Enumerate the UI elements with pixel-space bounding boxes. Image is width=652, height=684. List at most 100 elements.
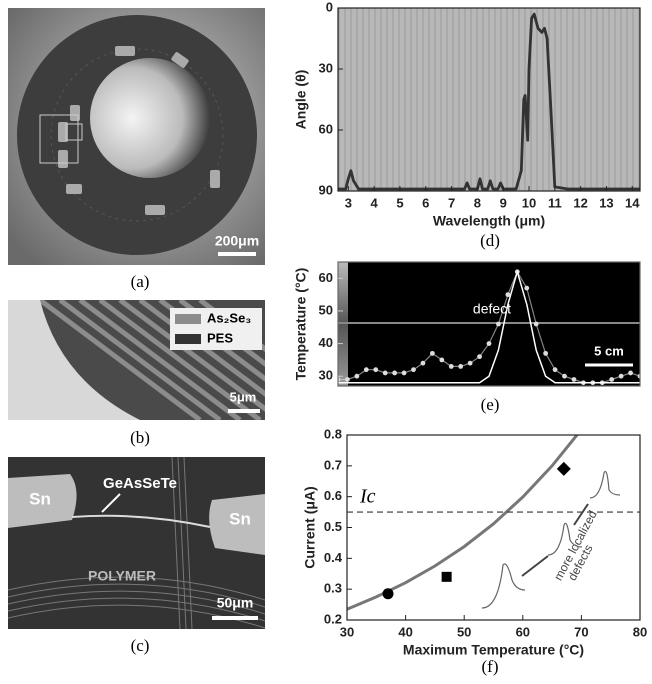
x-tick-label: 6 bbox=[422, 195, 429, 210]
panel-label: (c) bbox=[131, 636, 150, 655]
data-point bbox=[524, 285, 530, 291]
legend-label: PES bbox=[207, 330, 233, 345]
data-point bbox=[448, 364, 454, 369]
x-tick-label: 12 bbox=[573, 195, 587, 210]
y-tick-label: 0.3 bbox=[324, 581, 342, 596]
y-tick-label: 60 bbox=[319, 270, 333, 285]
data-point bbox=[486, 341, 492, 346]
data-point bbox=[345, 377, 350, 382]
x-tick-label: 50 bbox=[457, 624, 471, 639]
x-axis-label: Maximum Temperature (°C) bbox=[403, 642, 584, 658]
data-point bbox=[441, 571, 452, 582]
y-tick-label: 30 bbox=[319, 60, 333, 75]
data-point bbox=[505, 292, 511, 298]
y-tick-label: 30 bbox=[319, 368, 333, 383]
data-point bbox=[354, 373, 360, 379]
series-line bbox=[338, 12, 640, 191]
panel-label: (e) bbox=[481, 395, 500, 414]
micrograph-c: Sn Sn GeAsSeTe POLYMER 50μm bbox=[8, 457, 265, 629]
micrograph-b: As₂Se₃ PES 5μm bbox=[8, 300, 265, 420]
panel-label: (b) bbox=[130, 428, 150, 447]
x-tick-label: 40 bbox=[398, 624, 412, 639]
annotation: 5 cm bbox=[594, 343, 624, 358]
data-point bbox=[552, 367, 558, 373]
data-point bbox=[562, 373, 567, 379]
y-tick-label: 0 bbox=[326, 0, 333, 14]
scale-label: 5μm bbox=[230, 389, 257, 404]
panel-label: (d) bbox=[480, 231, 500, 250]
y-tick-label: 60 bbox=[319, 121, 333, 136]
legend-label: As₂Se₃ bbox=[207, 310, 251, 325]
region-label: Sn bbox=[229, 509, 251, 528]
y-tick-label: 0.8 bbox=[324, 426, 342, 441]
x-tick-label: 8 bbox=[474, 195, 481, 210]
x-tick-label: 13 bbox=[599, 195, 613, 210]
data-point bbox=[618, 373, 624, 379]
data-point bbox=[556, 461, 571, 476]
pulse-icon bbox=[481, 563, 526, 609]
pulse-icon bbox=[547, 522, 583, 556]
y-tick-label: 40 bbox=[319, 335, 333, 350]
data-point bbox=[401, 370, 407, 376]
arrow bbox=[573, 503, 589, 526]
data-point bbox=[363, 367, 369, 373]
x-tick-label: 11 bbox=[548, 195, 562, 210]
y-tick-label: 90 bbox=[319, 182, 333, 197]
x-tick-label: 7 bbox=[448, 195, 455, 210]
pulse-icon bbox=[589, 470, 621, 499]
data-point bbox=[382, 588, 394, 600]
scale-label: 50μm bbox=[217, 595, 254, 611]
x-axis-label: Wavelength (μm) bbox=[433, 213, 545, 229]
x-tick-label: 5 bbox=[396, 195, 403, 210]
plot-frame bbox=[337, 261, 641, 387]
plot-area bbox=[338, 12, 640, 191]
x-tick-label: 30 bbox=[340, 624, 354, 639]
data-point bbox=[571, 377, 577, 382]
data-point bbox=[543, 350, 549, 356]
data-point bbox=[429, 350, 435, 356]
panel-label: (f) bbox=[482, 657, 499, 676]
x-tick-label: 80 bbox=[633, 624, 647, 639]
y-tick-label: 0.6 bbox=[324, 488, 342, 503]
region-label: POLYMER bbox=[88, 568, 156, 584]
threshold-label: Ic bbox=[359, 486, 376, 508]
panel-label: (a) bbox=[131, 272, 150, 291]
x-tick-label: 4 bbox=[371, 195, 379, 210]
data-point bbox=[411, 367, 416, 373]
data-point bbox=[382, 370, 388, 376]
plot-background bbox=[338, 8, 640, 191]
y-tick-label: 0.7 bbox=[324, 457, 342, 472]
x-tick-label: 14 bbox=[625, 195, 640, 210]
data-point bbox=[609, 377, 615, 382]
y-tick-label: 0.5 bbox=[324, 519, 342, 534]
y-axis-label: Current (μA) bbox=[302, 486, 318, 568]
y-tick-label: 50 bbox=[319, 302, 333, 317]
micrograph-a: 200μm bbox=[8, 8, 265, 265]
y-tick-label: 0.2 bbox=[324, 611, 342, 626]
data-point bbox=[392, 370, 398, 376]
plot-frame bbox=[337, 7, 641, 192]
x-tick-label: 70 bbox=[574, 624, 588, 639]
y-tick-label: 0.4 bbox=[324, 550, 343, 565]
x-tick-label: 60 bbox=[516, 624, 530, 639]
scale-label: 200μm bbox=[215, 233, 259, 249]
plot-area bbox=[338, 269, 640, 386]
annotation: defect bbox=[473, 301, 511, 317]
x-tick-label: 9 bbox=[500, 195, 507, 210]
series-line bbox=[338, 271, 640, 384]
data-point bbox=[467, 360, 473, 366]
y-axis-label: Temperature (°C) bbox=[293, 268, 309, 381]
data-point bbox=[420, 360, 426, 366]
data-point bbox=[373, 367, 379, 373]
fit-curve bbox=[347, 435, 579, 611]
data-point bbox=[496, 321, 501, 327]
region-label: Sn bbox=[29, 489, 51, 508]
x-tick-label: 10 bbox=[522, 195, 536, 210]
data-point bbox=[477, 354, 482, 360]
x-tick-label: 3 bbox=[345, 195, 352, 210]
data-point bbox=[533, 321, 539, 327]
arrow bbox=[521, 555, 549, 577]
y-axis-label: Angle (θ) bbox=[293, 70, 309, 130]
data-point bbox=[628, 370, 633, 376]
